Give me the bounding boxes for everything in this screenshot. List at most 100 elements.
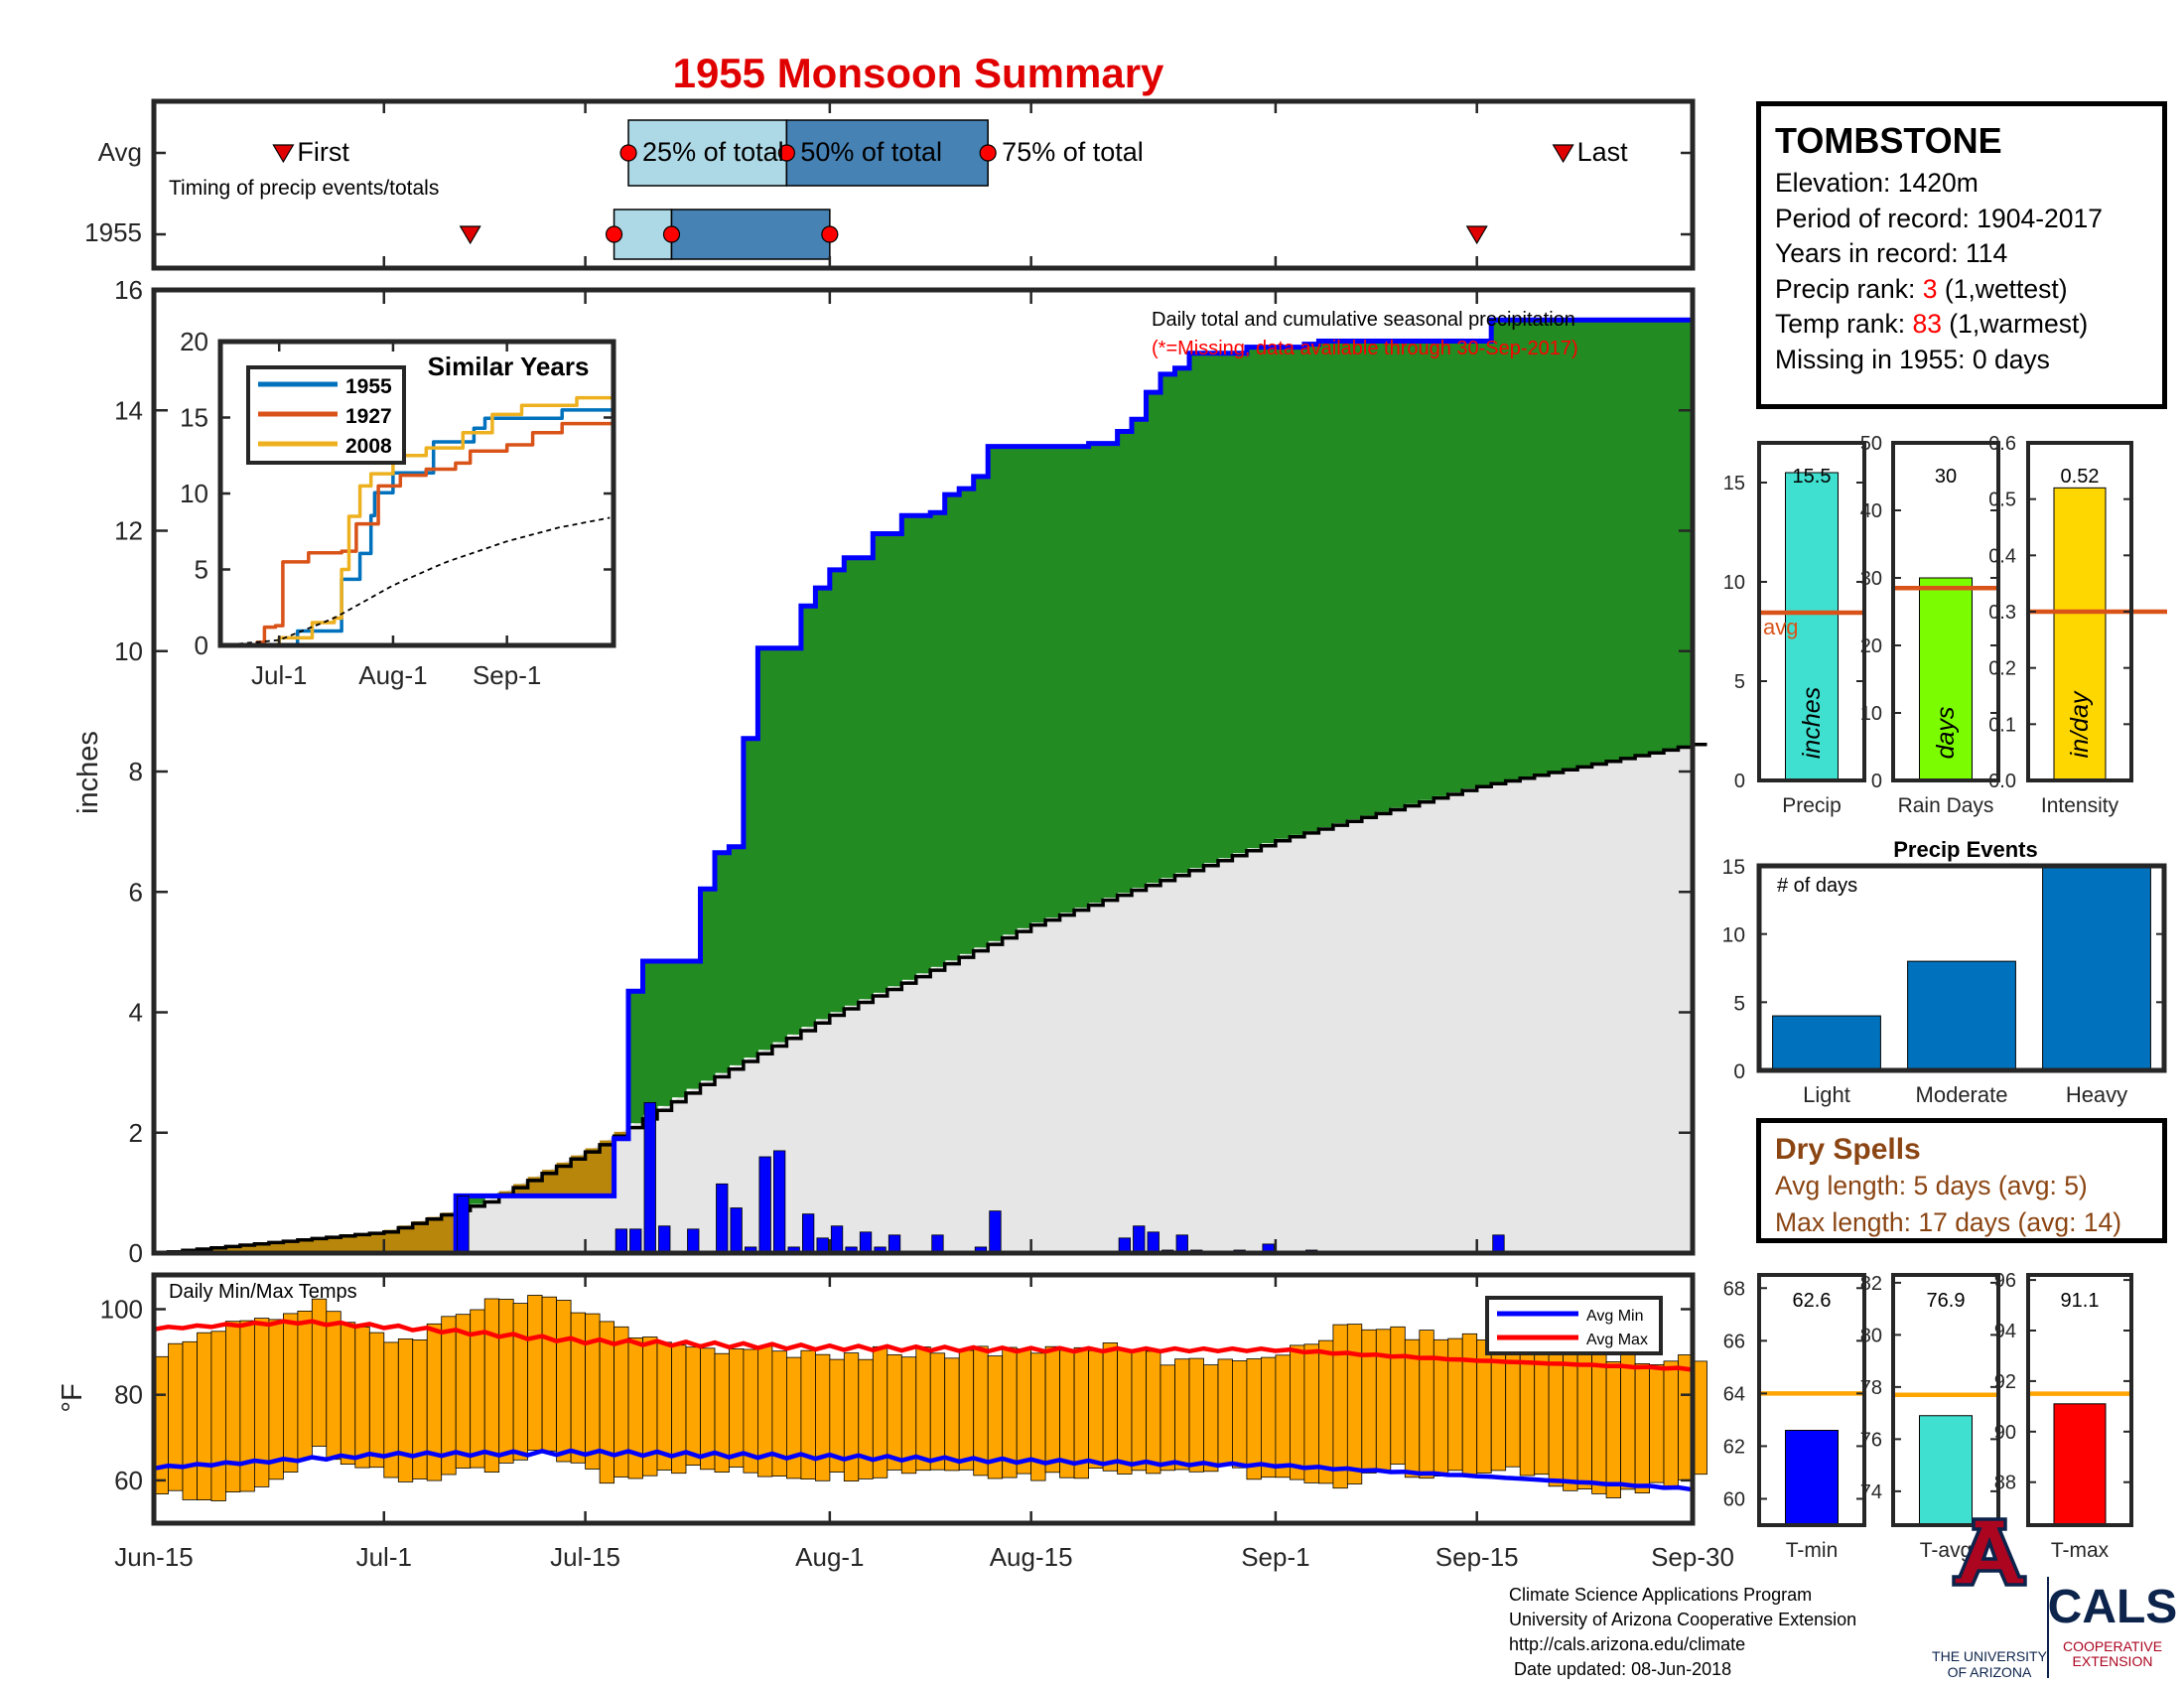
daily-temp-bar xyxy=(815,1353,831,1481)
daily-temp-bar xyxy=(1346,1324,1363,1484)
daily-precip-bar xyxy=(859,1231,873,1254)
y-tick-label: 20 xyxy=(1860,635,1882,657)
dry-spells-max-length: Max length: 17 days (avg: 14) xyxy=(1775,1207,2122,1237)
event-category-label: Moderate xyxy=(1916,1082,2008,1107)
above-average-fill xyxy=(1232,352,1248,854)
y-tick-label: 2 xyxy=(129,1118,143,1148)
ua-line-2: OF ARIZONA xyxy=(1948,1664,2032,1680)
above-average-fill xyxy=(1290,347,1305,835)
avg-p25-marker xyxy=(619,144,637,162)
tmax-chart: 88 90 92 94 96 91.1 T-max xyxy=(1994,1270,2133,1562)
x-tick-label: Jul-15 xyxy=(550,1542,620,1572)
below-average-fill xyxy=(412,1220,428,1253)
x-tick-label: Sep-1 xyxy=(473,660,541,690)
y-tick-label: 80 xyxy=(1860,1325,1882,1346)
above-average-fill xyxy=(1520,320,1536,777)
x-tick-label: Sep-30 xyxy=(1651,1542,1734,1572)
y1955-p50-marker xyxy=(662,225,681,243)
daily-temp-bar xyxy=(1146,1350,1161,1475)
daily-temp-bar xyxy=(1044,1345,1060,1474)
daily-temp-bar xyxy=(973,1345,989,1477)
above-average-fill xyxy=(671,960,687,1098)
daily-temp-bar xyxy=(297,1311,313,1460)
above-average-fill xyxy=(1261,347,1277,844)
temperature-panel-label: Daily Min/Max Temps xyxy=(169,1281,357,1303)
station-elevation: Elevation: 1420m xyxy=(1775,168,1979,198)
temperature-panel-frame xyxy=(151,1272,1696,1526)
above-average-fill xyxy=(873,533,888,993)
x-tick-label: Aug-15 xyxy=(990,1542,1073,1572)
above-average-fill xyxy=(800,606,816,1028)
precip-panel-note: Daily total and cumulative seasonal prec… xyxy=(1152,309,1575,331)
above-average-fill xyxy=(1059,446,1075,914)
tmin-frame xyxy=(1757,1273,1866,1527)
below-average-fill xyxy=(225,1245,241,1253)
similar-years-title: Similar Years xyxy=(428,352,590,381)
y-tick-label: 12 xyxy=(114,516,143,546)
y-tick-label: 10 xyxy=(1860,703,1882,725)
above-average-fill xyxy=(1591,320,1607,764)
tmin-bar xyxy=(1785,1430,1839,1526)
precip-missing-note: (*=Missing, data available through 30-Se… xyxy=(1152,338,1578,359)
event-bar-light xyxy=(1772,1015,1881,1071)
y-tick-label: 0.4 xyxy=(1988,545,2016,567)
daily-temp-bar xyxy=(1419,1330,1434,1479)
above-average-fill xyxy=(1476,341,1492,785)
above-average-fill xyxy=(1332,341,1348,824)
above-average-fill xyxy=(858,557,874,1000)
timing-p75-label: 75% of total xyxy=(1002,137,1144,167)
timing-ticks xyxy=(152,101,1695,268)
season_precip-inbar-label: inches xyxy=(1798,687,1826,759)
above-average-fill xyxy=(1002,446,1018,935)
above-average-fill xyxy=(1217,352,1234,859)
y-tick-label: 20 xyxy=(180,327,208,356)
above-average-fill xyxy=(1433,341,1449,796)
daily-precip-bar xyxy=(716,1183,729,1254)
above-average-fill xyxy=(815,588,831,1020)
timing-p50-label: 50% of total xyxy=(800,137,942,167)
above-average-fill xyxy=(1405,341,1421,804)
daily-temp-bar xyxy=(1390,1326,1406,1465)
temperature-legend: Avg Min Avg Max xyxy=(1485,1296,1663,1355)
above-average-fill xyxy=(1563,320,1578,769)
tmax-value-label: 91.1 xyxy=(2061,1290,2100,1312)
x-tick-label: Sep-15 xyxy=(1435,1542,1519,1572)
similar-year-line-2008 xyxy=(220,393,615,647)
precip-rank-label: Precip rank: xyxy=(1775,273,1923,304)
y-tick-label: 68 xyxy=(1723,1278,1745,1300)
above-average-fill xyxy=(642,960,658,1115)
x-tick-label: Aug-1 xyxy=(358,660,427,690)
daily-temp-bar xyxy=(1290,1344,1305,1480)
below-average-fill xyxy=(354,1233,370,1253)
avg-min-line xyxy=(153,1448,1694,1492)
temp-rank-label: Temp rank: xyxy=(1775,309,1913,339)
timing-caption: Timing of precip events/totals xyxy=(169,177,439,200)
avg-max-line xyxy=(153,1319,1694,1372)
figure-title: 1955 Monsoon Summary xyxy=(673,50,1164,96)
above-average-fill xyxy=(1117,431,1133,894)
daily-precip-bar xyxy=(1492,1234,1505,1254)
rain_days-chart: 0 10 20 30 40 50 30 Rain Days days xyxy=(1860,433,2000,817)
tavg-value-label: 76.9 xyxy=(1927,1290,1966,1312)
daily-temp-bar xyxy=(1634,1363,1650,1494)
y-tick-label: 10 xyxy=(1722,924,1745,947)
below-average-fill xyxy=(312,1237,328,1253)
above-average-fill xyxy=(1505,320,1521,780)
tmax-bar xyxy=(2053,1403,2107,1526)
temperature-plot-area xyxy=(153,1295,1707,1501)
cals-logo-text: CALS xyxy=(2048,1581,2178,1633)
above-average-fill xyxy=(829,569,845,1013)
daily-precip-bar xyxy=(687,1228,700,1254)
station-missing: Missing in 1955: 0 days xyxy=(1775,344,2050,374)
below-average-fill xyxy=(297,1239,313,1253)
below-average-fill xyxy=(210,1247,227,1253)
above-average-fill xyxy=(1347,341,1363,820)
daily-temp-bar xyxy=(1332,1324,1348,1489)
timing-row-label-avg: Avg xyxy=(98,137,142,167)
climatology-line xyxy=(154,742,1707,1255)
dry-spells-avg-length: Avg length: 5 days (avg: 5) xyxy=(1775,1171,2088,1200)
timing-last-label: Last xyxy=(1577,137,1629,167)
footer-credits: Climate Science Applications Program Uni… xyxy=(1509,1585,1856,1679)
daily-precip-bar xyxy=(629,1228,642,1254)
